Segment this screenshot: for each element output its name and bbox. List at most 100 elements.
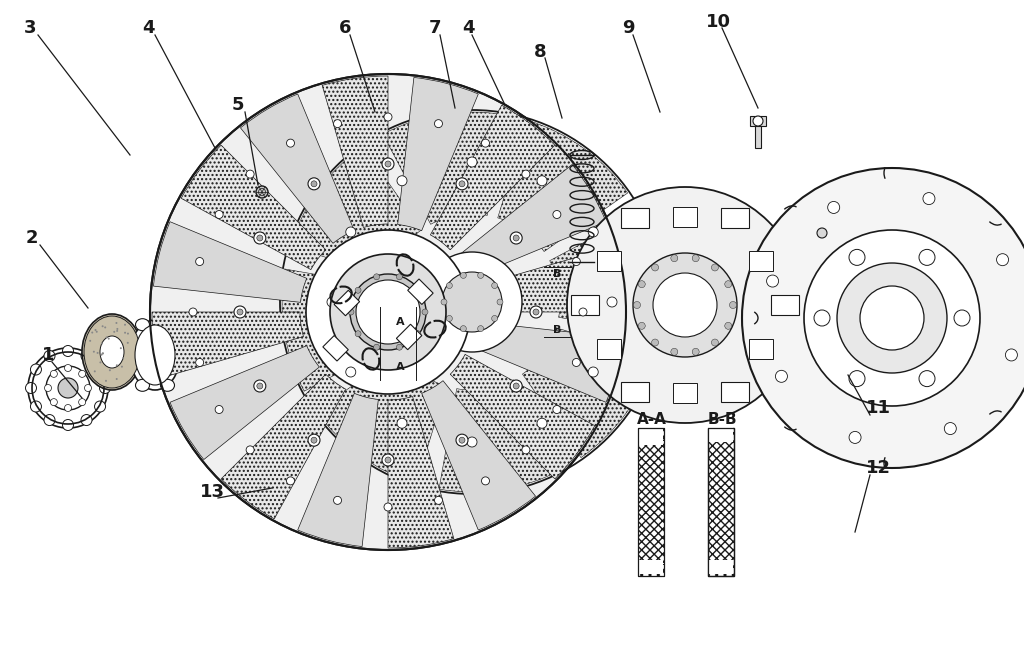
Circle shape — [441, 299, 447, 305]
Ellipse shape — [161, 318, 174, 331]
Wedge shape — [282, 269, 394, 391]
Circle shape — [651, 264, 658, 271]
Circle shape — [346, 227, 355, 237]
Text: 13: 13 — [200, 483, 224, 501]
Bar — [673, 383, 697, 403]
Circle shape — [215, 211, 223, 218]
Circle shape — [497, 299, 503, 305]
Wedge shape — [241, 94, 354, 243]
Circle shape — [385, 457, 391, 463]
Circle shape — [215, 406, 223, 413]
Circle shape — [101, 352, 103, 355]
Circle shape — [572, 257, 581, 266]
Circle shape — [89, 340, 91, 342]
Circle shape — [79, 370, 86, 378]
Circle shape — [31, 401, 41, 412]
Bar — [396, 324, 422, 350]
Circle shape — [553, 406, 561, 413]
Circle shape — [692, 255, 699, 262]
Wedge shape — [469, 322, 623, 402]
Circle shape — [446, 315, 453, 322]
Circle shape — [446, 283, 453, 289]
Ellipse shape — [173, 349, 187, 361]
Circle shape — [849, 432, 861, 443]
Circle shape — [522, 446, 529, 454]
Circle shape — [537, 418, 547, 428]
Circle shape — [382, 454, 394, 466]
FancyBboxPatch shape — [750, 116, 766, 126]
Circle shape — [346, 367, 355, 377]
Circle shape — [65, 365, 72, 372]
Text: 4: 4 — [462, 19, 474, 37]
Circle shape — [385, 161, 391, 167]
Ellipse shape — [123, 349, 137, 361]
Wedge shape — [383, 112, 505, 224]
Circle shape — [459, 437, 465, 443]
Circle shape — [94, 370, 96, 372]
Wedge shape — [221, 374, 346, 519]
Circle shape — [461, 326, 466, 332]
Circle shape — [534, 309, 539, 315]
Circle shape — [62, 419, 74, 430]
Wedge shape — [550, 213, 662, 335]
Ellipse shape — [130, 320, 180, 390]
Circle shape — [355, 287, 361, 293]
Circle shape — [101, 325, 103, 327]
Text: 10: 10 — [706, 13, 730, 31]
Circle shape — [767, 275, 778, 287]
Circle shape — [94, 364, 105, 375]
Circle shape — [510, 380, 522, 392]
Circle shape — [79, 398, 86, 406]
Circle shape — [671, 348, 678, 356]
Wedge shape — [316, 352, 446, 484]
Circle shape — [117, 328, 119, 330]
Circle shape — [287, 139, 295, 147]
Circle shape — [127, 342, 129, 344]
Circle shape — [477, 326, 483, 332]
Circle shape — [923, 192, 935, 205]
Circle shape — [116, 330, 118, 332]
Text: 11: 11 — [865, 399, 891, 417]
Circle shape — [109, 369, 111, 371]
Bar — [334, 291, 359, 316]
Circle shape — [725, 281, 732, 288]
Text: 5: 5 — [231, 96, 245, 114]
Circle shape — [638, 281, 645, 288]
Bar — [709, 424, 733, 442]
Text: 2: 2 — [26, 229, 38, 247]
Circle shape — [246, 446, 254, 454]
Ellipse shape — [135, 380, 150, 391]
Ellipse shape — [100, 336, 124, 368]
Circle shape — [837, 263, 947, 373]
Circle shape — [348, 309, 354, 315]
Circle shape — [65, 404, 72, 411]
Text: 7: 7 — [429, 19, 441, 37]
Circle shape — [954, 310, 970, 326]
Circle shape — [355, 331, 361, 337]
Circle shape — [237, 309, 243, 315]
Circle shape — [422, 252, 522, 352]
Circle shape — [849, 370, 865, 387]
Circle shape — [422, 309, 428, 315]
Circle shape — [256, 186, 268, 198]
Text: 3: 3 — [24, 19, 36, 37]
Circle shape — [58, 378, 78, 398]
Wedge shape — [290, 146, 422, 276]
Circle shape — [919, 370, 935, 387]
Ellipse shape — [135, 325, 175, 385]
Circle shape — [567, 187, 803, 423]
Circle shape — [102, 352, 104, 354]
Circle shape — [105, 380, 106, 382]
Circle shape — [459, 181, 465, 187]
Circle shape — [919, 250, 935, 265]
Circle shape — [374, 344, 380, 350]
Circle shape — [396, 274, 402, 280]
Circle shape — [234, 306, 246, 318]
Circle shape — [99, 382, 111, 393]
Circle shape — [415, 331, 421, 337]
Circle shape — [849, 250, 865, 265]
FancyBboxPatch shape — [771, 295, 799, 315]
Circle shape — [308, 434, 319, 446]
Circle shape — [712, 339, 719, 346]
Circle shape — [246, 170, 254, 178]
